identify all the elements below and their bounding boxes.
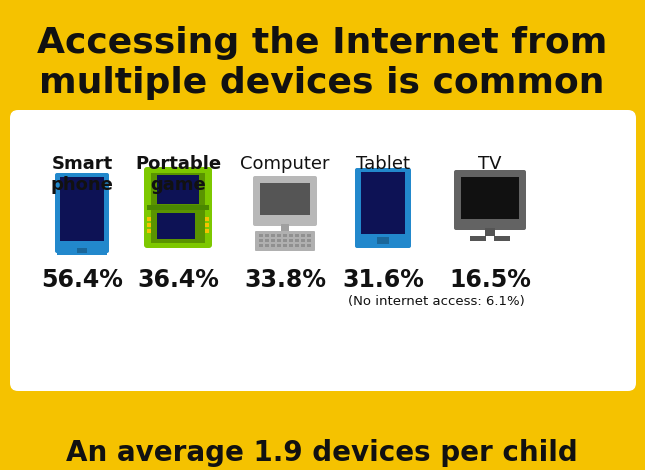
Bar	[277, 244, 281, 247]
Text: An average 1.9 devices per child: An average 1.9 devices per child	[66, 439, 578, 467]
Text: Tablet: Tablet	[356, 155, 410, 173]
Bar	[151, 173, 205, 204]
Bar	[377, 237, 389, 244]
Bar	[205, 217, 209, 221]
Bar	[301, 239, 305, 242]
Bar	[57, 241, 107, 255]
Bar	[485, 228, 495, 236]
Text: 56.4%: 56.4%	[41, 268, 123, 292]
Bar	[301, 234, 305, 237]
FancyBboxPatch shape	[55, 173, 109, 253]
Bar	[289, 239, 293, 242]
Bar	[289, 234, 293, 237]
Bar	[147, 223, 151, 227]
FancyBboxPatch shape	[355, 168, 411, 248]
Text: 33.8%: 33.8%	[244, 268, 326, 292]
Bar	[307, 239, 311, 242]
Text: Computer: Computer	[240, 155, 330, 173]
Bar	[470, 236, 486, 241]
Bar	[259, 234, 263, 237]
Text: 36.4%: 36.4%	[137, 268, 219, 292]
Bar	[151, 210, 205, 243]
Bar	[295, 244, 299, 247]
Bar	[357, 234, 409, 248]
Bar	[361, 172, 405, 244]
Bar	[277, 239, 281, 242]
Text: 16.5%: 16.5%	[449, 268, 531, 292]
Bar	[147, 217, 151, 221]
Text: Smart
phone: Smart phone	[50, 155, 114, 194]
Bar	[205, 229, 209, 233]
Bar	[307, 244, 311, 247]
FancyBboxPatch shape	[454, 170, 526, 230]
Text: Portable
game: Portable game	[135, 155, 221, 194]
Bar	[147, 204, 209, 210]
Bar	[307, 234, 311, 237]
Bar	[265, 239, 269, 242]
Bar	[494, 236, 510, 241]
Bar	[205, 223, 209, 227]
Bar	[283, 244, 287, 247]
Bar	[289, 244, 293, 247]
FancyBboxPatch shape	[144, 167, 212, 248]
FancyBboxPatch shape	[255, 231, 315, 251]
Bar	[157, 175, 199, 204]
FancyBboxPatch shape	[10, 110, 636, 391]
Bar	[301, 244, 305, 247]
Text: Accessing the Internet from
multiple devices is common: Accessing the Internet from multiple dev…	[37, 26, 607, 101]
Bar	[157, 212, 195, 239]
Bar	[461, 177, 519, 219]
Bar	[60, 177, 104, 249]
Text: (No internet access: 6.1%): (No internet access: 6.1%)	[348, 295, 524, 308]
Bar	[265, 234, 269, 237]
Bar	[271, 244, 275, 247]
Bar	[283, 239, 287, 242]
Bar	[259, 244, 263, 247]
Bar	[295, 234, 299, 237]
Bar	[259, 239, 263, 242]
FancyBboxPatch shape	[253, 176, 317, 226]
Bar	[271, 239, 275, 242]
Bar	[265, 244, 269, 247]
Text: 31.6%: 31.6%	[342, 268, 424, 292]
Bar	[147, 229, 151, 233]
Text: TV: TV	[478, 155, 502, 173]
Bar	[77, 248, 87, 253]
Bar	[281, 224, 289, 232]
Bar	[283, 234, 287, 237]
Bar	[295, 239, 299, 242]
Bar	[260, 183, 310, 215]
Bar	[277, 234, 281, 237]
Bar	[271, 234, 275, 237]
